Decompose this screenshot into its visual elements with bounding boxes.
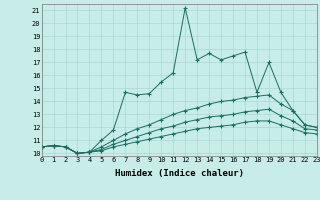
X-axis label: Humidex (Indice chaleur): Humidex (Indice chaleur) (115, 169, 244, 178)
